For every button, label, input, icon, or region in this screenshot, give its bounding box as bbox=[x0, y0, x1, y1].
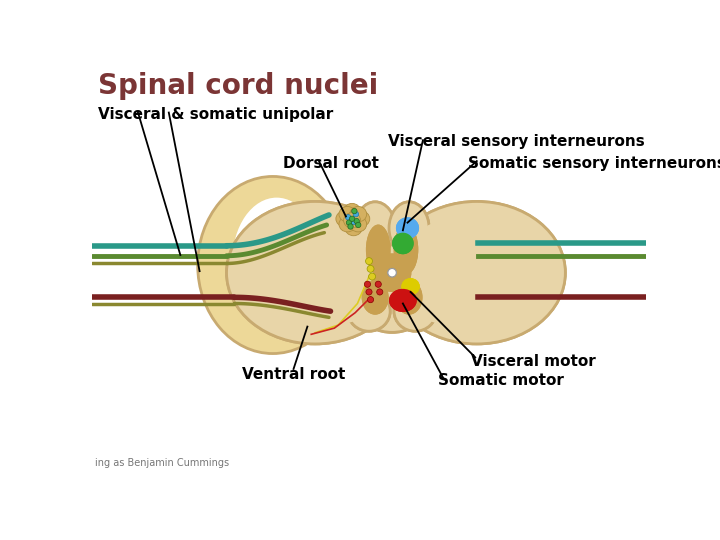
Ellipse shape bbox=[366, 289, 372, 295]
Ellipse shape bbox=[395, 280, 423, 315]
Ellipse shape bbox=[348, 291, 390, 331]
Ellipse shape bbox=[340, 213, 444, 333]
Text: Somatic motor: Somatic motor bbox=[438, 373, 564, 388]
Ellipse shape bbox=[315, 222, 377, 323]
Ellipse shape bbox=[355, 202, 395, 254]
Ellipse shape bbox=[361, 280, 389, 315]
Ellipse shape bbox=[339, 206, 356, 222]
Ellipse shape bbox=[354, 218, 359, 224]
Ellipse shape bbox=[336, 211, 353, 226]
Ellipse shape bbox=[396, 217, 419, 239]
Text: Visceral motor: Visceral motor bbox=[471, 354, 595, 368]
Ellipse shape bbox=[394, 291, 436, 331]
Text: Dorsal root: Dorsal root bbox=[283, 156, 379, 171]
Ellipse shape bbox=[396, 217, 419, 239]
Text: Somatic sensory interneurons: Somatic sensory interneurons bbox=[467, 156, 720, 171]
Ellipse shape bbox=[375, 281, 382, 287]
Ellipse shape bbox=[394, 291, 436, 331]
Ellipse shape bbox=[367, 265, 374, 272]
Ellipse shape bbox=[408, 222, 469, 323]
Ellipse shape bbox=[366, 225, 390, 275]
Ellipse shape bbox=[351, 219, 356, 225]
Ellipse shape bbox=[348, 291, 390, 331]
Ellipse shape bbox=[373, 253, 411, 292]
Ellipse shape bbox=[401, 278, 420, 295]
Text: Spinal cord nuclei: Spinal cord nuclei bbox=[98, 72, 378, 100]
Ellipse shape bbox=[394, 225, 418, 275]
Ellipse shape bbox=[366, 225, 390, 275]
Ellipse shape bbox=[343, 213, 361, 228]
Ellipse shape bbox=[198, 177, 348, 354]
Ellipse shape bbox=[377, 289, 383, 295]
Ellipse shape bbox=[389, 289, 417, 312]
Ellipse shape bbox=[367, 296, 374, 303]
Ellipse shape bbox=[349, 216, 355, 221]
Ellipse shape bbox=[356, 222, 361, 228]
Ellipse shape bbox=[346, 220, 351, 225]
Ellipse shape bbox=[339, 217, 356, 232]
Ellipse shape bbox=[315, 222, 377, 323]
Ellipse shape bbox=[353, 211, 370, 226]
Ellipse shape bbox=[389, 202, 429, 254]
Ellipse shape bbox=[389, 202, 429, 254]
Ellipse shape bbox=[355, 202, 395, 254]
Ellipse shape bbox=[343, 204, 361, 219]
Ellipse shape bbox=[388, 268, 396, 277]
Ellipse shape bbox=[392, 233, 414, 254]
Ellipse shape bbox=[351, 208, 357, 214]
Ellipse shape bbox=[364, 281, 371, 287]
Ellipse shape bbox=[348, 224, 354, 229]
Text: Visceral & somatic unipolar: Visceral & somatic unipolar bbox=[98, 107, 333, 122]
Ellipse shape bbox=[227, 201, 404, 344]
Ellipse shape bbox=[227, 201, 404, 344]
Ellipse shape bbox=[373, 253, 411, 292]
Ellipse shape bbox=[389, 289, 417, 312]
Ellipse shape bbox=[388, 201, 565, 344]
Ellipse shape bbox=[345, 220, 362, 236]
Ellipse shape bbox=[392, 233, 414, 254]
Ellipse shape bbox=[366, 258, 372, 265]
Text: ing as Benjamin Cummings: ing as Benjamin Cummings bbox=[95, 457, 229, 468]
Ellipse shape bbox=[350, 217, 366, 232]
Ellipse shape bbox=[350, 206, 366, 222]
Ellipse shape bbox=[388, 268, 396, 277]
Ellipse shape bbox=[354, 212, 359, 217]
Ellipse shape bbox=[346, 214, 351, 220]
Ellipse shape bbox=[361, 280, 389, 315]
Ellipse shape bbox=[369, 273, 376, 280]
Text: Visceral sensory interneurons: Visceral sensory interneurons bbox=[388, 134, 645, 149]
Ellipse shape bbox=[401, 278, 420, 295]
Ellipse shape bbox=[388, 201, 565, 344]
Text: Ventral root: Ventral root bbox=[242, 367, 346, 382]
Ellipse shape bbox=[408, 222, 469, 323]
Ellipse shape bbox=[233, 198, 321, 325]
Ellipse shape bbox=[343, 213, 361, 228]
Ellipse shape bbox=[340, 213, 444, 333]
Ellipse shape bbox=[394, 225, 418, 275]
Ellipse shape bbox=[395, 280, 423, 315]
